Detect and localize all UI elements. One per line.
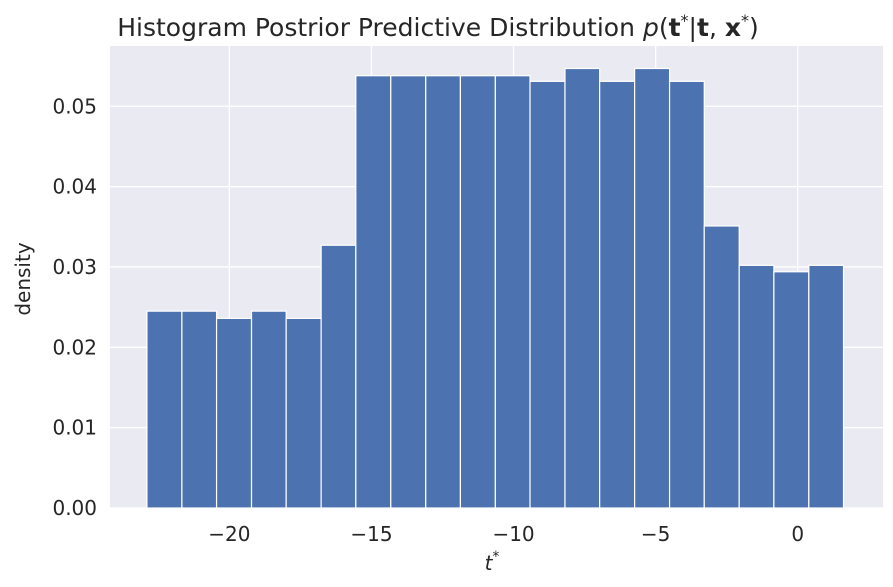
- histogram-bar-6: [355, 75, 392, 509]
- y-tick-label-4: 0.04: [52, 175, 97, 199]
- histogram-bar-3: [250, 310, 287, 509]
- histogram-bars: [146, 67, 845, 509]
- y-tick-label-5: 0.05: [52, 94, 97, 118]
- y-tick-label-0: 0.00: [52, 496, 97, 520]
- y-tick-label-3: 0.03: [52, 255, 97, 279]
- x-tick-label-2: −10: [492, 522, 534, 546]
- histogram-bar-13: [599, 80, 636, 509]
- histogram-bar-10: [494, 75, 531, 509]
- chart-title-text: Histogram Postrior Predictive Distributi…: [117, 13, 635, 42]
- y-tick-label-1: 0.01: [52, 416, 97, 440]
- chart-title: Histogram Postrior Predictive Distributi…: [117, 11, 759, 42]
- histogram-bar-14: [634, 67, 671, 509]
- x-tick-label-4: 0: [791, 522, 804, 546]
- histogram-bar-17: [738, 264, 775, 509]
- x-axis-ticks: −20 −15 −10 −5 0: [208, 522, 804, 546]
- x-axis-label: t*: [485, 549, 500, 575]
- x-tick-label-0: −20: [208, 522, 250, 546]
- histogram-bar-15: [668, 80, 705, 509]
- histogram-bar-7: [390, 75, 427, 509]
- y-axis-ticks: 0.00 0.01 0.02 0.03 0.04 0.05: [52, 94, 97, 520]
- histogram-bar-0: [146, 310, 183, 509]
- histogram-bar-16: [703, 225, 740, 509]
- y-axis-label: density: [11, 242, 35, 315]
- histogram-bar-8: [425, 75, 462, 509]
- x-tick-label-1: −15: [350, 522, 392, 546]
- histogram-bar-9: [459, 75, 496, 509]
- histogram-bar-4: [285, 317, 322, 509]
- x-tick-label-3: −5: [641, 522, 670, 546]
- histogram-bar-1: [181, 310, 218, 509]
- histogram-bar-19: [808, 264, 845, 509]
- histogram-bar-2: [215, 317, 253, 509]
- histogram-bar-18: [773, 271, 810, 509]
- histogram-bar-12: [564, 67, 601, 509]
- histogram-bar-5: [320, 244, 357, 509]
- y-tick-label-2: 0.02: [52, 335, 97, 359]
- histogram-bar-11: [529, 80, 566, 509]
